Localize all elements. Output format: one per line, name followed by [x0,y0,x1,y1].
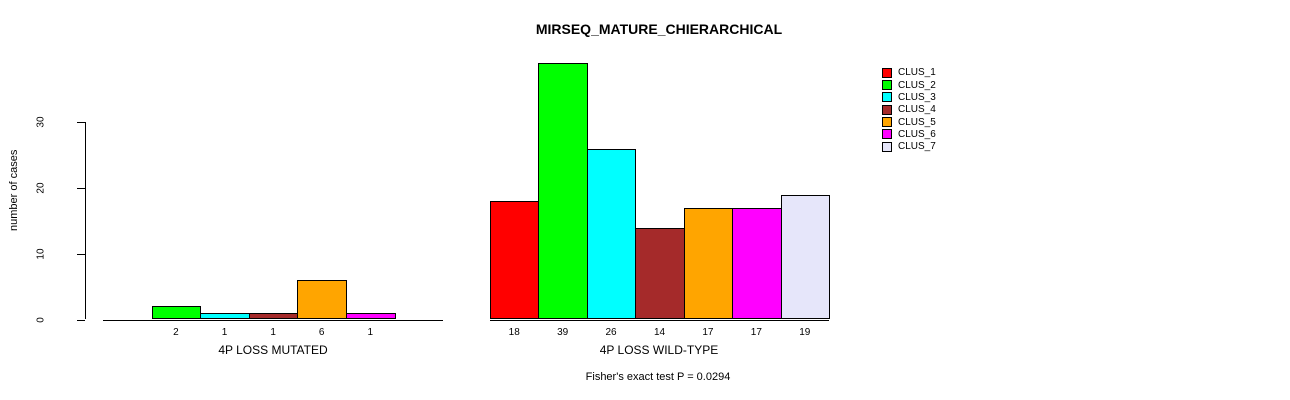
x-axis-title-mutated: 4P LOSS MUTATED [218,343,328,357]
legend-label-clus_1: CLUS_1 [898,67,936,79]
x-axis-title-wildtype: 4P LOSS WILD-TYPE [599,343,719,357]
bar-value-label: 39 [557,326,569,338]
bar-value-label: 18 [508,326,520,338]
bar-clus_4-wildtype [635,227,685,320]
y-axis-tick-label: 30 [35,116,47,128]
legend-label-clus_3: CLUS_3 [898,91,936,103]
bar-value-label: 17 [750,326,762,338]
legend-swatch-clus_4 [882,104,892,115]
legend-swatch-clus_2 [882,80,892,91]
legend-swatch-clus_5 [882,117,892,128]
bar-value-label: 14 [653,326,666,338]
bar-clus_1-wildtype [490,201,540,320]
bar-clus_5-wildtype [683,207,734,320]
bar-clus_3-wildtype [586,148,637,320]
y-axis-tick-label: 0 [35,316,47,323]
x-axis-baseline [103,319,444,321]
legend-swatch-clus_7 [882,141,892,152]
bar-clus_5-mutated [297,280,347,320]
bar-value-label: 6 [318,326,325,338]
bar-value-label: 1 [270,326,276,338]
y-axis-tick-label: 10 [35,248,47,260]
legend-label-clus_4: CLUS_4 [898,104,936,116]
y-axis-label: number of cases [8,149,20,231]
bar-value-label: 2 [173,326,179,338]
bar-value-label: 1 [367,326,374,338]
y-axis-tick-mark [77,188,85,190]
bar-clus_3-mutated [200,312,250,320]
x-axis-baseline [490,319,829,321]
bar-clus_7-wildtype [780,194,830,320]
y-axis-tick-mark [77,319,85,321]
y-axis-line [85,122,86,320]
bar-clus_6-mutated [346,312,396,320]
y-axis-tick-mark [77,253,85,255]
legend-label-clus_7: CLUS_7 [898,141,936,153]
bar-clus_6-wildtype [732,207,782,320]
bar-clus_2-wildtype [538,63,588,320]
bar-value-label: 17 [702,326,714,338]
legend-label-clus_2: CLUS_2 [898,79,936,91]
legend-swatch-clus_1 [882,67,892,78]
bar-value-label: 26 [605,326,617,338]
fisher-test-annotation: Fisher's exact test P = 0.0294 [585,371,731,383]
bar-value-label: 1 [221,326,228,338]
legend-swatch-clus_6 [882,129,892,140]
legend-swatch-clus_3 [882,92,892,103]
y-axis-tick-label: 20 [35,182,47,194]
chart-title: MIRSEQ_MATURE_CHIERARCHICAL [535,21,783,37]
bar-clus_2-mutated [151,306,202,320]
legend-label-clus_5: CLUS_5 [898,116,936,128]
legend-label-clus_6: CLUS_6 [898,128,936,140]
bar-clus_4-mutated [248,312,299,320]
bar-value-label: 19 [799,326,811,338]
y-axis-tick-mark [77,122,85,124]
